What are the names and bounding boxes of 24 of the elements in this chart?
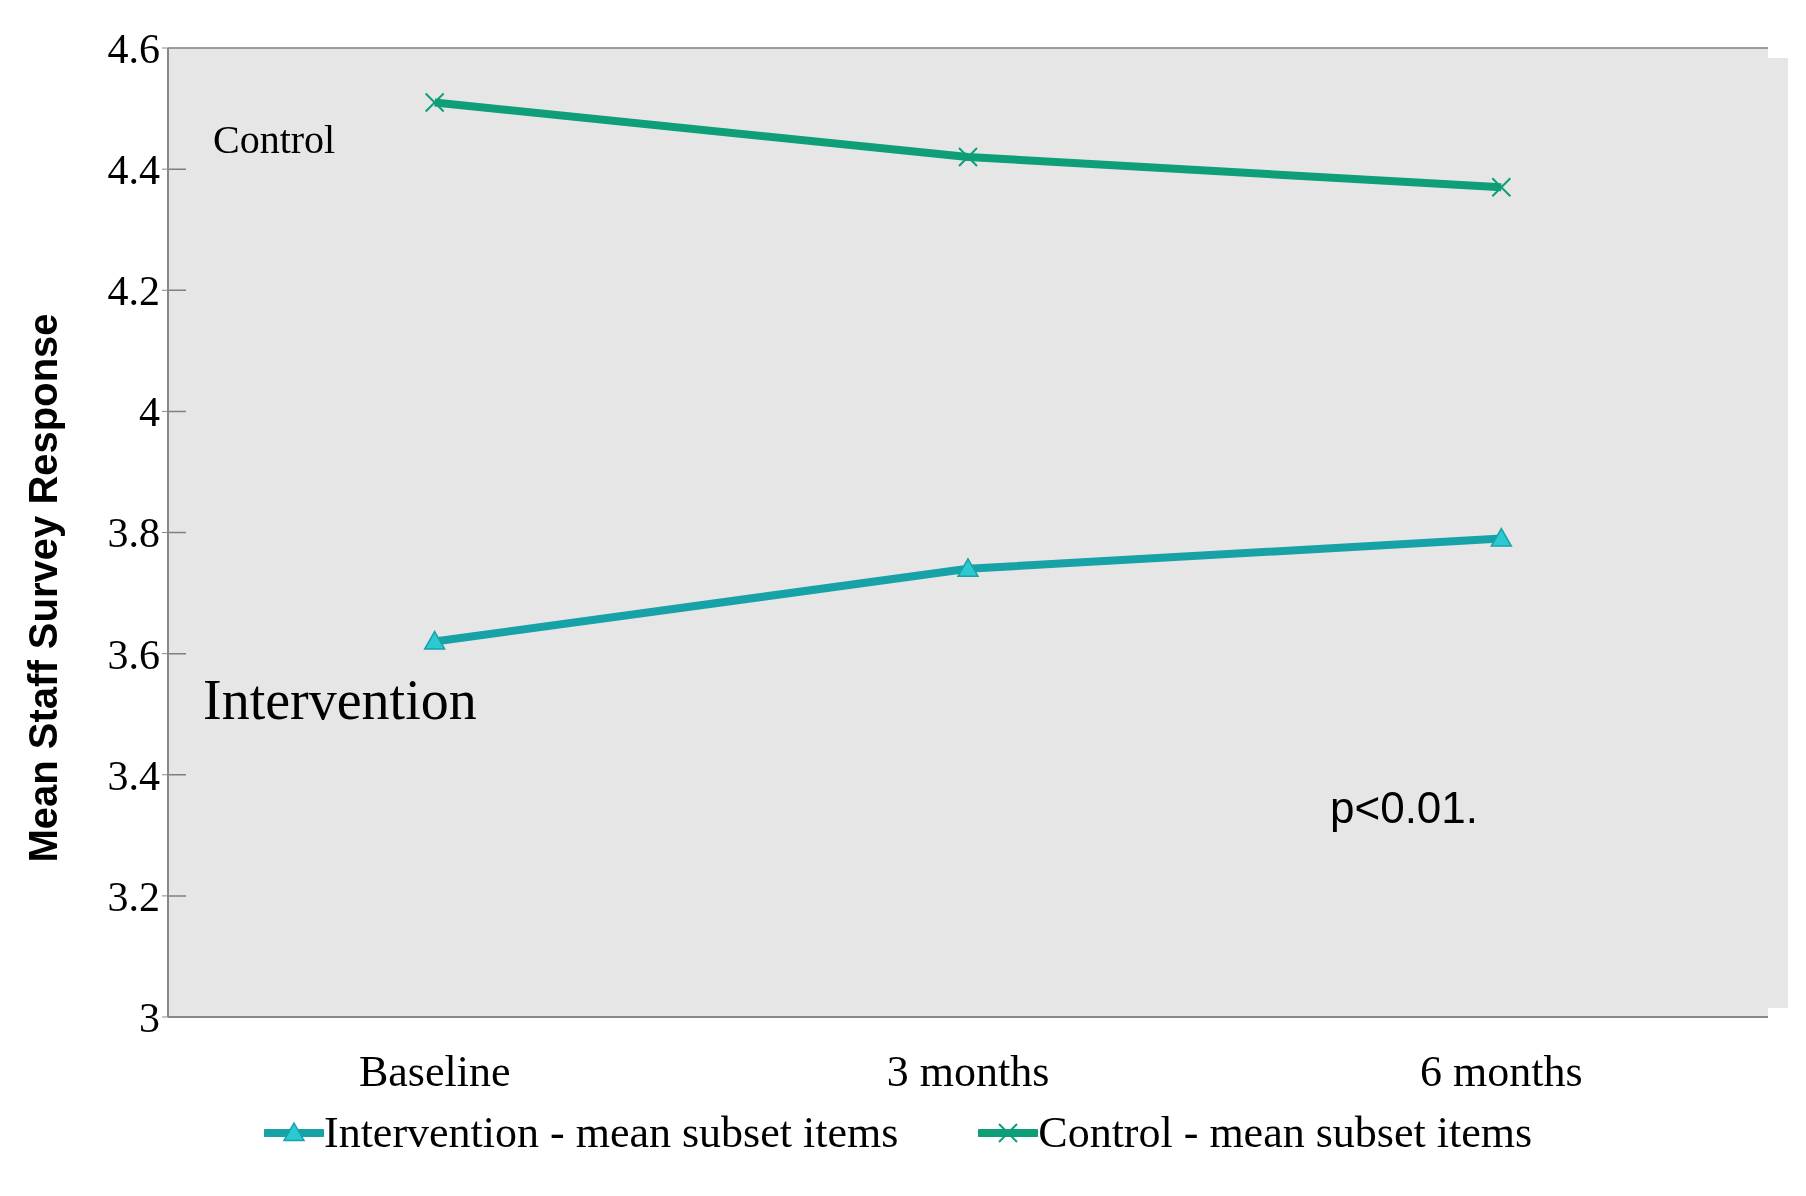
- y-tick-label: 3.2: [107, 873, 160, 920]
- y-tick-label: 4.4: [107, 147, 160, 194]
- annotation: Intervention: [203, 668, 477, 732]
- y-tick-label: 4.2: [107, 268, 160, 315]
- x-tick-label: Baseline: [358, 1047, 511, 1097]
- point: [958, 147, 978, 168]
- point: [424, 92, 445, 113]
- annotation: p<0.01.: [1330, 783, 1479, 833]
- point: [1491, 177, 1512, 198]
- y-tick-label: 3.4: [107, 752, 160, 799]
- y-tick-label: 3.8: [107, 510, 160, 557]
- y-tick-label: 3.6: [107, 631, 160, 678]
- legend-label: Intervention - mean subset items: [323, 1107, 899, 1158]
- point: [423, 630, 446, 650]
- x-tick-label: 3 months: [886, 1047, 1050, 1097]
- y-tick-label: 3: [139, 994, 160, 1041]
- x-tick-label: 6 months: [1420, 1047, 1583, 1097]
- point: [1490, 527, 1513, 547]
- y-tick-label: 4: [139, 389, 160, 436]
- legend-label: Control - mean subset items: [1038, 1107, 1533, 1158]
- y-axis-title: Mean Staff Survey Response: [21, 313, 66, 863]
- y-tick-label: 4.6: [107, 25, 160, 72]
- annotation: Control: [213, 116, 336, 163]
- point: [957, 558, 979, 578]
